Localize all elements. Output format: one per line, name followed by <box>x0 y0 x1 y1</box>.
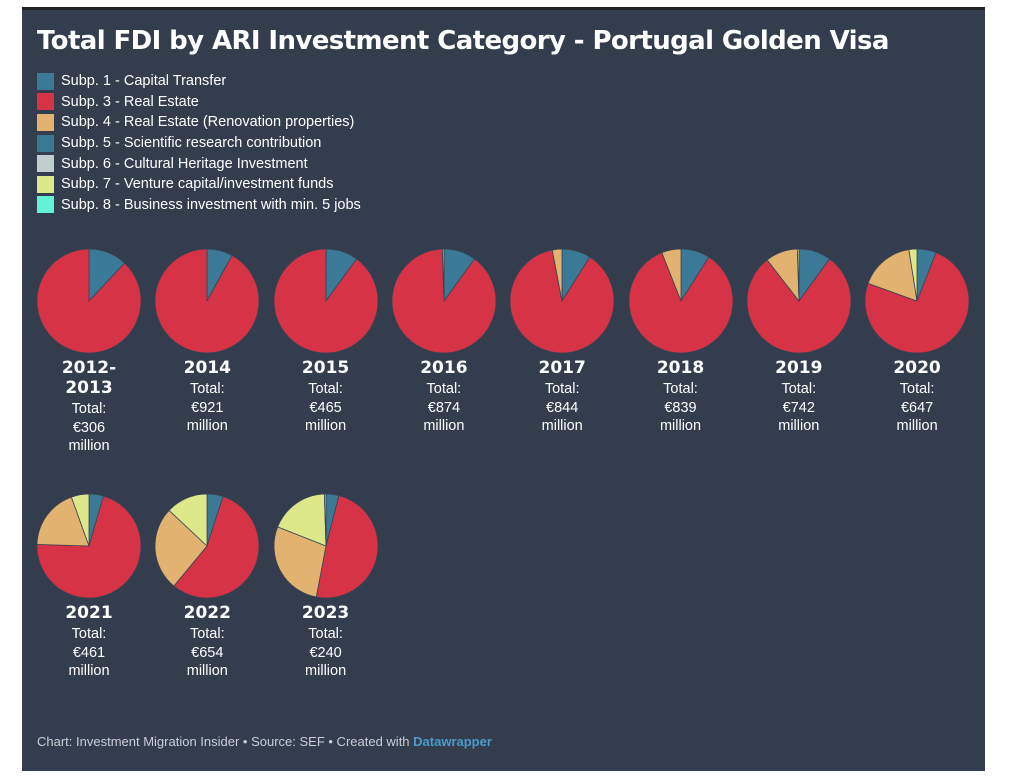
pie-slice <box>391 248 497 354</box>
pie-2012-2013 <box>36 248 142 354</box>
year-label: 2023 <box>301 603 350 623</box>
footer: Chart: Investment Migration Insider • So… <box>37 734 492 749</box>
total-label: Total: €839 million <box>659 381 702 434</box>
pie-2019 <box>746 248 852 354</box>
legend-label: Subp. 8 - Business investment with min. … <box>61 196 361 213</box>
pie-label: 2016 Total: €874 million <box>409 358 479 436</box>
total-label: Total: €465 million <box>305 381 347 434</box>
pie-2020 <box>864 248 970 354</box>
datawrapper-link[interactable]: Datawrapper <box>413 734 492 749</box>
legend-swatch <box>37 134 54 152</box>
pie-2021 <box>36 493 142 599</box>
total-label: Total: €844 million <box>541 381 583 434</box>
pie-label: 2012-​2013 Total: €306 million <box>54 358 124 456</box>
legend-item: Subp. 7 - Venture capital/investment fun… <box>37 174 361 195</box>
pie-label: 2021 Total: €461 million <box>54 603 124 681</box>
legend-label: Subp. 3 - Real Estate <box>61 93 199 110</box>
pie-slice <box>908 248 918 302</box>
pie-slice <box>36 496 90 547</box>
legend-item: Subp. 6 - Cultural Heritage Investment <box>37 153 361 174</box>
pie-slice <box>154 248 260 354</box>
pie-label: 2019 Total: €742 million <box>764 358 834 436</box>
legend-swatch <box>37 72 54 90</box>
year-label: 2021 <box>65 603 113 623</box>
pie-label: 2020 Total: €647 million <box>882 358 952 436</box>
year-label: 2019 <box>775 358 823 378</box>
pie-slice <box>441 248 445 302</box>
pie-slice <box>746 258 852 354</box>
pie-label: 2023 Total: €240 million <box>291 603 361 681</box>
year-label: 2018 <box>656 358 705 378</box>
legend-label: Subp. 1 - Capital Transfer <box>61 73 227 90</box>
pie-slice <box>660 248 681 302</box>
pie-slice <box>509 249 615 354</box>
pie-label: 2022 Total: €654 million <box>172 603 242 681</box>
total-label: Total: €742 million <box>778 381 820 434</box>
total-label: Total: €874 million <box>423 381 465 434</box>
pie-slice <box>154 509 208 587</box>
pie-slice <box>628 252 733 354</box>
legend-swatch <box>37 113 54 131</box>
pie-2016 <box>391 248 497 354</box>
chart-panel: Total FDI by ARI Investment Category - P… <box>22 10 985 771</box>
total-label: Total: €921 million <box>186 381 228 434</box>
year-label: 2022 <box>183 603 231 623</box>
legend: Subp. 1 - Capital Transfer Subp. 3 - Real… <box>37 71 361 215</box>
pie-slice <box>273 248 378 354</box>
pie-slice <box>551 248 563 302</box>
pie-slice <box>173 496 260 599</box>
legend-item: Subp. 3 - Real Estate <box>37 92 361 113</box>
pie-slice <box>864 252 970 354</box>
legend-swatch <box>37 93 54 111</box>
pie-slice <box>315 495 378 599</box>
pie-slice <box>276 493 327 547</box>
pie-2015 <box>273 248 378 354</box>
total-label: Total: €240 million <box>305 626 347 679</box>
legend-item: Subp. 4 - Real Estate (Renovation proper… <box>37 112 361 133</box>
total-label: Total: €654 million <box>186 626 228 679</box>
pie-slice <box>168 493 208 547</box>
legend-label: Subp. 4 - Real Estate (Renovation proper… <box>61 114 355 131</box>
pie-slice <box>70 493 90 547</box>
total-label: Total: €461 million <box>68 626 110 679</box>
pie-2023 <box>273 493 378 599</box>
legend-label: Subp. 5 - Scientific research contributi… <box>61 135 322 152</box>
pie-label: 2015 Total: €465 million <box>291 358 361 436</box>
year-label: 2016 <box>420 358 468 378</box>
pie-2014 <box>154 248 260 354</box>
legend-item: Subp. 1 - Capital Transfer <box>37 71 361 92</box>
year-label: 2020 <box>893 358 941 378</box>
pie-label: 2014 Total: €921 million <box>172 358 242 436</box>
pie-slice <box>36 495 142 599</box>
footer-text: Chart: Investment Migration Insider • So… <box>37 734 414 749</box>
legend-label: Subp. 6 - Cultural Heritage Investment <box>61 155 308 172</box>
pie-label: 2017 Total: €844 million <box>527 358 597 436</box>
year-label: 2017 <box>538 358 586 378</box>
pie-2022 <box>154 493 260 599</box>
pie-slice <box>36 248 142 354</box>
pie-2018 <box>628 248 733 354</box>
total-label: Total: €647 million <box>896 381 938 434</box>
legend-swatch <box>37 196 54 214</box>
legend-item: Subp. 5 - Scientific research contributi… <box>37 133 361 154</box>
total-label: Total: €306 million <box>68 401 110 454</box>
pie-label: 2018 Total: €839 million <box>646 358 716 436</box>
year-label: 2014 <box>183 358 231 378</box>
year-label: 2015 <box>301 358 350 378</box>
chart-title: Total FDI by ARI Investment Category - P… <box>37 26 889 56</box>
pie-2017 <box>509 248 615 354</box>
legend-label: Subp. 7 - Venture capital/investment fun… <box>61 176 334 193</box>
pie-slice <box>867 249 918 302</box>
legend-swatch <box>37 155 54 173</box>
pie-slice <box>796 248 800 302</box>
legend-swatch <box>37 175 54 193</box>
legend-item: Subp. 8 - Business investment with min. … <box>37 195 361 216</box>
pie-slice <box>273 526 327 598</box>
pie-slice <box>323 493 326 547</box>
top-rule <box>22 7 985 10</box>
year-label: 2012-​2013 <box>61 358 117 398</box>
